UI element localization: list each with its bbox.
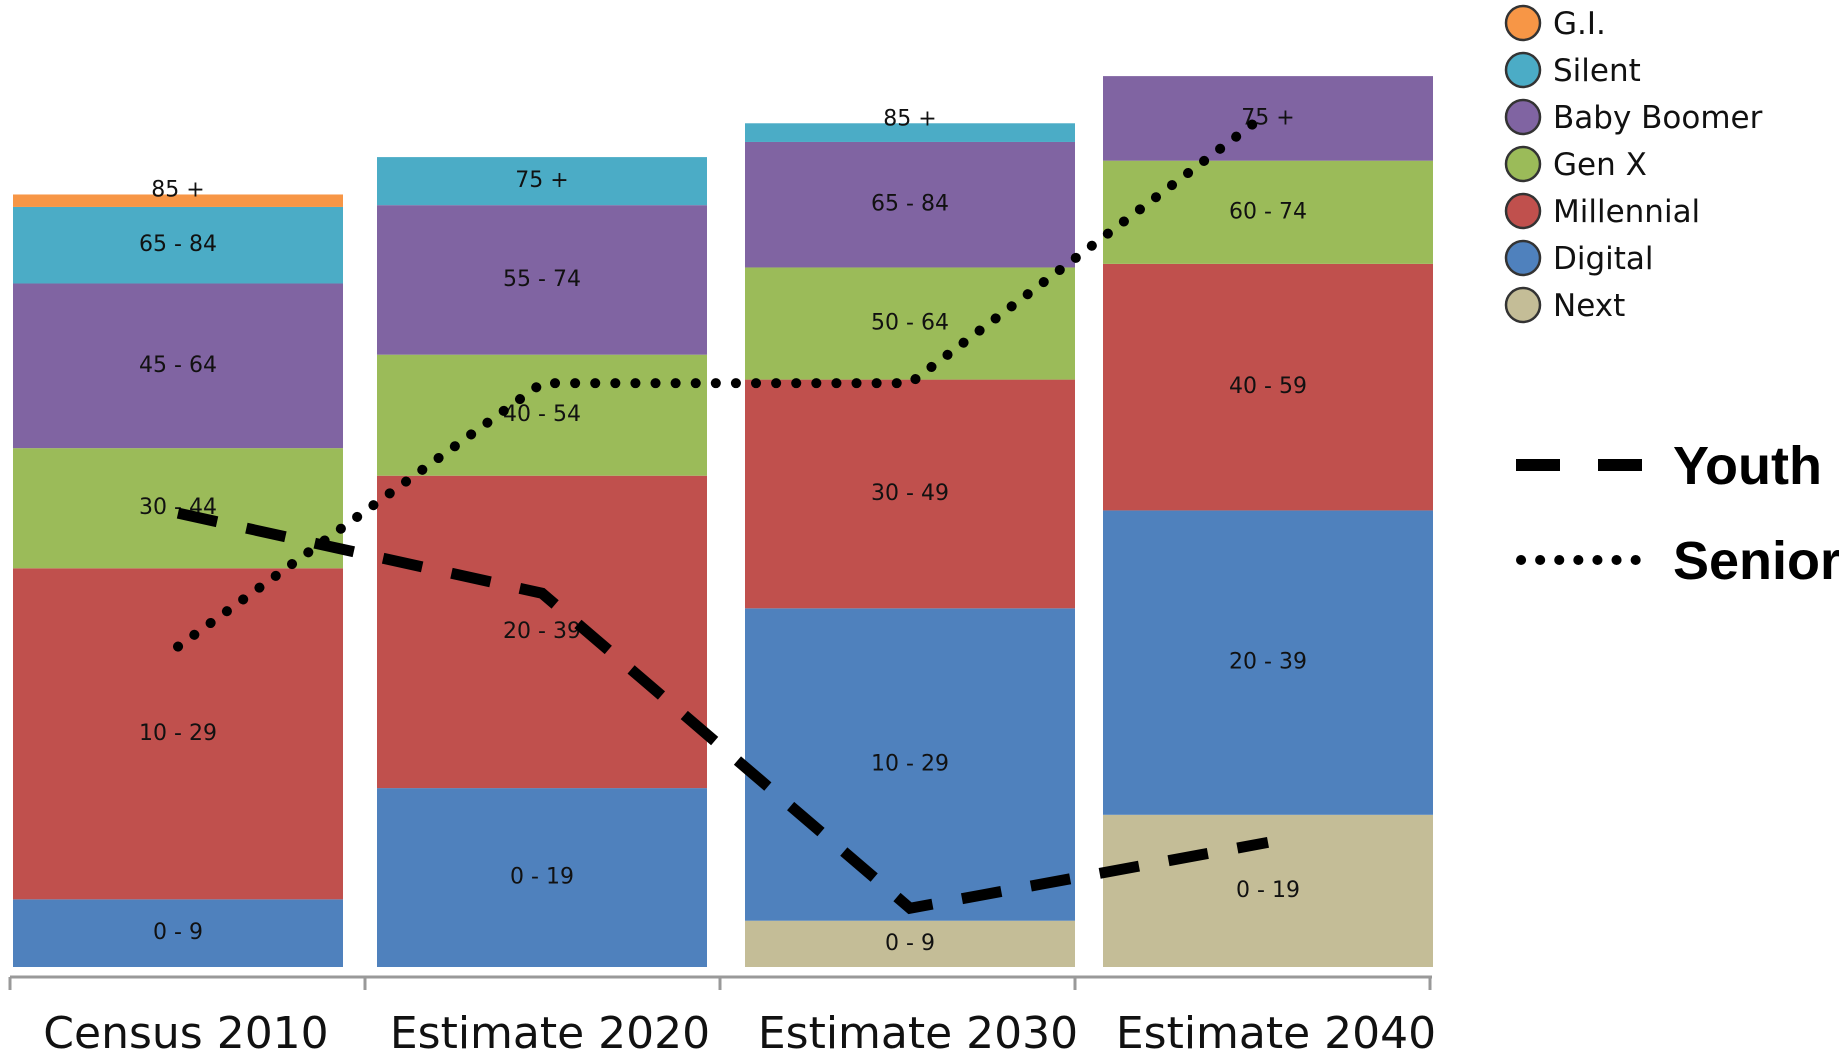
legend-swatch-g-i: [1504, 4, 1542, 42]
legend-swatch-baby-boomer: [1504, 98, 1542, 136]
line-legend: Youth Senior: [1516, 436, 1839, 591]
segment-label-baby-boomer-estimate-2020: 55 - 74: [503, 267, 581, 292]
legend-label-next: Next: [1553, 288, 1625, 324]
segment-label-millennial-estimate-2030: 30 - 49: [871, 481, 949, 506]
bar-segment-digital-estimate-2020: [377, 788, 707, 967]
legend-item-gen-x: Gen X: [1504, 145, 1647, 183]
segment-label-digital-census-2010: 0 - 9: [153, 920, 203, 945]
x-tick-label-estimate-2040: Estimate 2040: [1116, 1008, 1436, 1049]
segment-label-gen-x-estimate-2040: 60 - 74: [1229, 199, 1307, 224]
bar-segment-millennial-census-2010: [13, 568, 343, 900]
bar-segment-baby-boomer-estimate-2040: [1103, 76, 1433, 161]
x-tick-label-census-2010: Census 2010: [43, 1008, 328, 1049]
bar-segment-gen-x-estimate-2040: [1103, 160, 1433, 264]
segment-label-next-estimate-2030: 0 - 9: [885, 931, 935, 956]
segment-label-next-estimate-2040: 0 - 19: [1236, 878, 1300, 903]
bar-segment-baby-boomer-census-2010: [13, 283, 343, 449]
bar-segment-g-i-census-2010: [13, 194, 343, 207]
legend-label-baby-boomer: Baby Boomer: [1553, 100, 1763, 136]
bar-segment-silent-census-2010: [13, 206, 343, 284]
legend-item-next: Next: [1504, 286, 1625, 324]
bar-segment-silent-estimate-2020: [377, 157, 707, 206]
legend-swatch-gen-x: [1504, 145, 1542, 183]
x-tick-label-estimate-2030: Estimate 2030: [758, 1008, 1078, 1049]
legend-swatch-millennial: [1504, 192, 1542, 230]
bar-segment-millennial-estimate-2040: [1103, 263, 1433, 511]
segment-label-baby-boomer-estimate-2030: 65 - 84: [871, 192, 949, 217]
segment-label-g-i-census-2010: 85 +: [151, 177, 204, 202]
bar-segment-next-estimate-2040: [1103, 814, 1433, 967]
bar-segment-baby-boomer-estimate-2030: [745, 141, 1075, 268]
bar-segment-millennial-estimate-2020: [377, 475, 707, 789]
line-legend-item-senior: Senior: [1516, 531, 1839, 591]
legend-item-g-i: G.I.: [1504, 4, 1606, 42]
legend-item-baby-boomer: Baby Boomer: [1504, 98, 1763, 136]
legend-swatch-digital: [1504, 239, 1542, 277]
segment-label-digital-estimate-2020: 0 - 19: [510, 865, 574, 890]
line-legend-label-senior: Senior: [1673, 531, 1839, 591]
bar-segment-digital-estimate-2040: [1103, 510, 1433, 815]
legend-item-silent: Silent: [1504, 51, 1641, 89]
line-legend-label-youth: Youth: [1673, 436, 1822, 496]
segment-label-millennial-estimate-2040: 40 - 59: [1229, 374, 1307, 399]
legend-label-g-i: G.I.: [1553, 6, 1606, 42]
bar-segment-silent-estimate-2030: [745, 123, 1075, 142]
bar-segment-digital-census-2010: [13, 899, 343, 967]
legend-item-digital: Digital: [1504, 239, 1654, 277]
x-axis: Census 2010 Estimate 2020 Estimate 2030 Est…: [8, 975, 1436, 1049]
segment-label-gen-x-estimate-2020: 40 - 54: [503, 402, 581, 427]
segment-label-millennial-estimate-2020: 20 - 39: [503, 619, 581, 644]
legend: G.I. Silent Baby Boomer Gen X Millennial Digi…: [1504, 4, 1763, 324]
legend-item-millennial: Millennial: [1504, 192, 1700, 230]
segment-label-digital-estimate-2040: 20 - 39: [1229, 650, 1307, 675]
trend-lines: [173, 107, 1273, 915]
segment-label-millennial-census-2010: 10 - 29: [139, 721, 217, 746]
bar-segment-gen-x-estimate-2030: [745, 267, 1075, 380]
segment-label-silent-estimate-2030: 85 +: [883, 106, 936, 131]
bar-stack-estimate-2020: 0 - 19 20 - 39 40 - 54 55 - 74 75 +: [377, 157, 707, 967]
segment-label-silent-estimate-2020: 75 +: [515, 168, 568, 193]
legend-label-silent: Silent: [1553, 53, 1641, 89]
legend-label-gen-x: Gen X: [1553, 147, 1647, 183]
bar-segment-next-estimate-2030: [745, 920, 1075, 967]
bar-segment-gen-x-census-2010: [13, 448, 343, 569]
legend-swatch-silent: [1504, 51, 1542, 89]
bar-stack-estimate-2030: 0 - 9 10 - 29 30 - 49 50 - 64 65 - 84 85 +: [745, 106, 1075, 967]
bar-segment-digital-estimate-2030: [745, 608, 1075, 921]
bar-segment-millennial-estimate-2030: [745, 379, 1075, 609]
legend-swatch-next: [1504, 286, 1542, 324]
segment-label-digital-estimate-2030: 10 - 29: [871, 752, 949, 777]
senior-line: [173, 107, 1273, 652]
segment-label-gen-x-estimate-2030: 50 - 64: [871, 311, 949, 336]
bar-segment-gen-x-estimate-2020: [377, 354, 707, 476]
x-tick-label-estimate-2020: Estimate 2020: [390, 1008, 710, 1049]
segment-label-baby-boomer-census-2010: 45 - 64: [139, 353, 217, 378]
legend-label-digital: Digital: [1553, 241, 1654, 277]
bar-segment-baby-boomer-estimate-2020: [377, 205, 707, 355]
segment-label-silent-census-2010: 65 - 84: [139, 232, 217, 257]
legend-label-millennial: Millennial: [1553, 194, 1700, 230]
line-legend-item-youth: Youth: [1516, 436, 1822, 496]
